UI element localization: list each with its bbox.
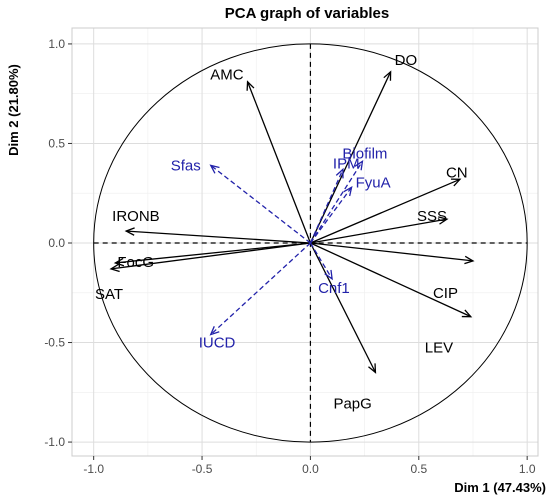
var-sat-arrow bbox=[109, 242, 311, 273]
label-fyua: FyuA bbox=[356, 174, 391, 191]
var-do-arrow bbox=[309, 70, 392, 244]
label-do: DO bbox=[395, 52, 418, 69]
label-ironb: IRONB bbox=[112, 208, 160, 225]
var-amc-arrow bbox=[246, 80, 312, 244]
label-sat: SAT bbox=[95, 286, 123, 303]
label-amc: AMC bbox=[210, 67, 244, 84]
supvar-sfas-arrow bbox=[209, 164, 311, 244]
label-sss: SSS bbox=[417, 208, 447, 225]
y-tick-label: 0.0 bbox=[48, 236, 65, 250]
label-iucd: IUCD bbox=[199, 335, 236, 352]
var-cn-arrow bbox=[310, 178, 462, 244]
supvar-iucd-arrow bbox=[209, 242, 311, 336]
label-biofilm: Biofilm bbox=[342, 145, 387, 162]
label-ipm: IPM bbox=[333, 155, 360, 172]
x-tick-label: -0.5 bbox=[192, 462, 213, 476]
y-tick-label: -0.5 bbox=[44, 336, 65, 350]
label-lev: LEV bbox=[425, 340, 453, 357]
supvar-biofilm-arrow bbox=[309, 160, 364, 244]
axes: -1.0 -0.5 0.0 0.5 1.0 -1.0 -0.5 0.0 0.5 1.0 bbox=[44, 27, 539, 476]
var-sss-arrow bbox=[310, 216, 449, 244]
label-cnf1: Cnf1 bbox=[318, 280, 350, 297]
variable-labels: DO AMC CN SSS CIP LEV PapG IRONB FocG SAT Sfas IPMB… bbox=[95, 52, 468, 413]
variable-arrows bbox=[109, 70, 475, 374]
supvar-ipm-arrow bbox=[309, 167, 344, 244]
x-tick-label: 1.0 bbox=[519, 462, 536, 476]
supvar-fyua-arrow bbox=[309, 185, 353, 244]
var-lev-arrow bbox=[310, 242, 473, 318]
x-axis-title: Dim 1 (47.43%) bbox=[454, 480, 546, 495]
var-cip-arrow bbox=[310, 242, 475, 265]
var-papg-arrow bbox=[309, 242, 377, 374]
label-sfas: Sfas bbox=[171, 157, 201, 174]
plot-panel-border bbox=[71, 27, 539, 457]
x-tick-label: -1.0 bbox=[83, 462, 104, 476]
x-tick-label: 0.5 bbox=[410, 462, 427, 476]
chart-title: PCA graph of variables bbox=[225, 5, 390, 22]
y-tick-label: 1.0 bbox=[48, 37, 65, 51]
label-focg: FocG bbox=[117, 254, 154, 271]
label-papg: PapG bbox=[333, 395, 371, 412]
label-cip: CIP bbox=[433, 285, 458, 302]
var-focg-arrow bbox=[113, 242, 311, 267]
y-axis-title: Dim 2 (21.80%) bbox=[6, 64, 21, 156]
y-tick-label: 0.5 bbox=[48, 136, 65, 150]
y-tick-label: -1.0 bbox=[44, 435, 65, 449]
var-ironb-arrow bbox=[124, 227, 311, 244]
supvar-cnf1-arrow bbox=[309, 242, 333, 281]
x-tick-label: 0.0 bbox=[302, 462, 319, 476]
label-cn: CN bbox=[446, 164, 468, 181]
